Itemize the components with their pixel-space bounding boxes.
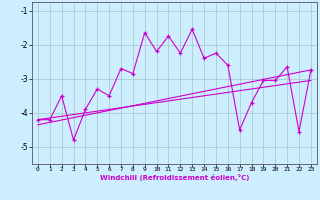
X-axis label: Windchill (Refroidissement éolien,°C): Windchill (Refroidissement éolien,°C): [100, 174, 249, 181]
